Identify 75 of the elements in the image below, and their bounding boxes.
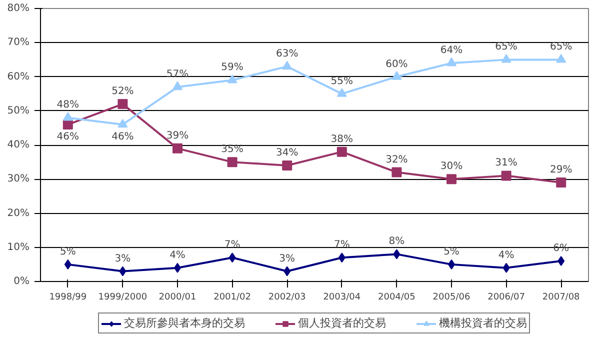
y-tick-label: 0% [14, 276, 30, 287]
point [392, 71, 402, 80]
data-label: 65% [495, 42, 518, 53]
data-label: 8% [388, 236, 405, 248]
x-tick-label: 2006/07 [488, 292, 525, 302]
y-tick-label: 80% [7, 3, 30, 14]
point [118, 99, 128, 110]
point [556, 178, 566, 188]
point [119, 266, 126, 276]
data-label: 52% [112, 86, 134, 98]
point [393, 249, 400, 260]
point [336, 146, 347, 157]
data-label: 29% [550, 164, 572, 176]
point [282, 60, 292, 70]
data-label: 46% [56, 132, 80, 143]
y-tick-label: 30% [7, 174, 30, 185]
data-label: 35% [221, 144, 244, 156]
x-tick-label: 1998/99 [49, 292, 87, 302]
y-tick-label: 60% [7, 71, 30, 82]
data-label: 46% [112, 132, 134, 143]
x-tick-label: 2007/08 [542, 292, 580, 302]
point [336, 88, 347, 97]
y-tick-label: 10% [7, 242, 30, 253]
data-label: 59% [221, 62, 244, 74]
point [556, 54, 566, 63]
x-tick-label: 2001/02 [214, 292, 251, 302]
data-label: 3% [279, 253, 296, 264]
data-label: 31% [495, 158, 518, 169]
point [501, 54, 512, 63]
data-label: 34% [276, 147, 298, 158]
data-label: 65% [550, 42, 572, 53]
point [446, 174, 456, 184]
x-tick-label: 2002/03 [268, 292, 306, 302]
x-tick-label: 1999/2000 [98, 292, 148, 302]
point [64, 259, 72, 270]
point [228, 252, 236, 263]
data-label: 5% [444, 246, 460, 258]
data-label: 64% [440, 45, 463, 56]
data-label: 60% [386, 58, 408, 70]
data-label: 55% [330, 76, 354, 87]
y-tick-label: 70% [7, 37, 30, 48]
x-tick-label: 2004/05 [378, 292, 416, 302]
data-label: 30% [440, 161, 463, 172]
x-tick-label: 2000/01 [158, 292, 196, 302]
point [338, 252, 346, 263]
data-label: 4% [498, 250, 514, 261]
legend-label: 個人投資者的交易 [298, 316, 386, 330]
point [392, 167, 402, 178]
data-label: 3% [114, 253, 131, 264]
point [501, 170, 512, 181]
y-tick-label: 20% [7, 208, 30, 219]
point [446, 57, 456, 66]
data-label: 48% [56, 100, 80, 111]
point [118, 118, 128, 128]
y-tick-label: 50% [7, 105, 30, 116]
data-label: 5% [60, 246, 76, 258]
point [227, 74, 238, 84]
point [284, 266, 291, 276]
data-label: 38% [330, 134, 354, 145]
point [282, 160, 292, 170]
point [62, 112, 73, 121]
data-label: 63% [276, 48, 298, 60]
x-tick-label: 2005/06 [432, 292, 470, 302]
point [172, 143, 182, 154]
data-label: 32% [386, 154, 408, 166]
x-tick-label: 2003/04 [323, 292, 361, 302]
data-label: 4% [170, 250, 186, 261]
y-tick-label: 40% [7, 140, 30, 150]
point [227, 157, 238, 168]
point [558, 256, 565, 266]
legend-label: 機構投資者的交易 [439, 316, 527, 330]
legend-label: 交易所參與者本身的交易 [124, 316, 245, 330]
point [502, 262, 510, 273]
data-label: 39% [166, 130, 189, 142]
point [172, 81, 182, 90]
